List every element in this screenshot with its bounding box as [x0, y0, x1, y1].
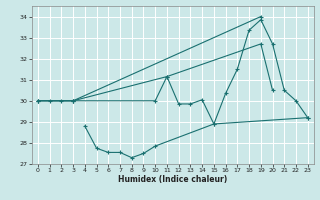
X-axis label: Humidex (Indice chaleur): Humidex (Indice chaleur): [118, 175, 228, 184]
